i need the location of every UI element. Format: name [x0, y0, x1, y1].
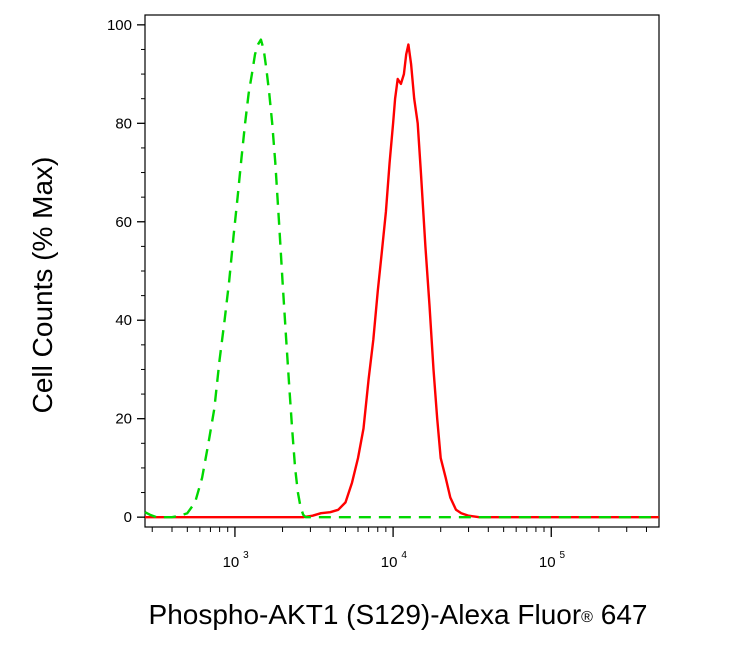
x-axis-title-registered: ® — [581, 609, 593, 626]
dashed-green-series-line — [144, 38, 659, 519]
x-axis-ticks: 10 3 10 4 10 5 — [151, 527, 647, 571]
solid-red-series-line — [145, 43, 659, 519]
series-layer — [144, 38, 659, 519]
x-tick-label: 10 — [381, 554, 398, 571]
y-tick-label: 20 — [115, 411, 132, 428]
x-tick-label: 10 — [223, 554, 240, 571]
y-tick-label: 100 — [107, 17, 132, 34]
y-tick-label: 80 — [115, 115, 132, 132]
plot-frame — [144, 14, 660, 528]
x-axis-title-main: Phospho-AKT1 (S129)-Alexa Fluor — [149, 599, 582, 630]
x-tick-exponent: 3 — [243, 550, 249, 561]
x-tick-exponent: 4 — [401, 550, 407, 561]
y-axis-ticks: 0 20 40 60 80 100 — [107, 17, 145, 526]
x-axis-title: Phospho-AKT1 (S129)-Alexa Fluor® 647 — [149, 599, 648, 630]
y-tick-label: 60 — [115, 214, 132, 231]
x-tick-exponent: 5 — [559, 550, 565, 561]
y-tick-label: 0 — [124, 509, 132, 526]
x-tick-label: 10 — [539, 554, 556, 571]
x-axis-title-suffix: 647 — [593, 599, 648, 630]
y-axis-title: Cell Counts (% Max) — [27, 157, 58, 414]
y-tick-label: 40 — [115, 312, 132, 329]
